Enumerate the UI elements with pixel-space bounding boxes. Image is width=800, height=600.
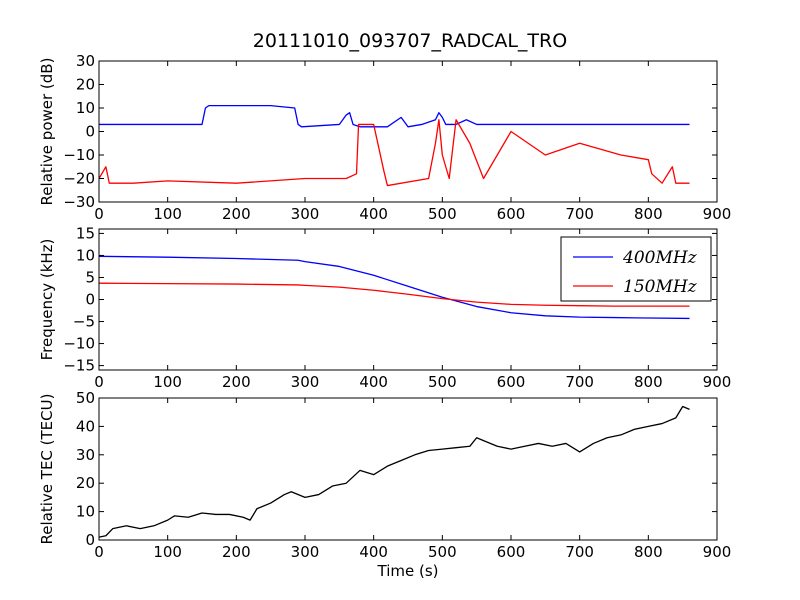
series-group: [99, 255, 690, 320]
y-tick-label: 10: [76, 503, 95, 521]
x-tick-label: 200: [222, 373, 251, 391]
x-tick-label: 300: [291, 543, 320, 561]
x-tick-label: 800: [634, 543, 663, 561]
y-tick-label: −5: [73, 313, 95, 331]
y-tick-label: −10: [63, 146, 95, 164]
y-tick-label: 0: [85, 531, 95, 549]
x-tick-label: 600: [497, 373, 526, 391]
x-tick-label: 600: [497, 205, 526, 223]
series-line-2: [99, 282, 690, 307]
x-tick-label: 600: [497, 543, 526, 561]
x-tick-label: 400: [359, 373, 388, 391]
x-tick-label: 800: [634, 373, 663, 391]
y-tick-label: 0: [85, 291, 95, 309]
x-tick-label: 0: [94, 543, 104, 561]
x-tick-label: 100: [153, 373, 182, 391]
x-tick-label: 700: [565, 543, 594, 561]
y-tick-label: −30: [63, 193, 95, 211]
series-line-1: [99, 105, 690, 128]
legend-box: [560, 236, 712, 302]
y-tick-label: 50: [76, 389, 95, 407]
x-tick-label: 700: [565, 205, 594, 223]
x-tick-label: 900: [703, 543, 732, 561]
series-line-1: [99, 255, 690, 320]
y-tick-label: −20: [63, 170, 95, 188]
series-line-1: [99, 405, 690, 538]
legend-entry: 150MHz: [623, 277, 698, 297]
x-axis-label: Time (s): [377, 562, 439, 580]
y-axis-label: Frequency (kHz): [38, 239, 56, 361]
x-tick-label: 900: [703, 205, 732, 223]
y-tick-label: −15: [63, 357, 95, 375]
axes-frame: [98, 397, 718, 541]
legend: 400MHz 150MHz: [560, 236, 712, 302]
x-tick-label: 100: [153, 543, 182, 561]
x-tick-label: 500: [428, 373, 457, 391]
x-tick-label: 900: [703, 373, 732, 391]
x-tick-label: 400: [359, 205, 388, 223]
y-axis-label: Relative power (dB): [38, 58, 56, 206]
chart-panel-3: 0 100 200 300 400 500 600 700 800 900 0 10 20 30 40 50 R…: [38, 389, 731, 580]
x-tick-label: 100: [153, 205, 182, 223]
figure-title: 20111010_093707_RADCAL_TRO: [253, 30, 567, 52]
series-group: [99, 405, 690, 538]
y-tick-label: 20: [76, 76, 95, 94]
y-tick-label: 10: [76, 246, 95, 264]
legend-entry: 400MHz: [622, 248, 698, 268]
y-tick-label: 0: [85, 123, 95, 141]
y-tick-label: 30: [76, 52, 95, 70]
chart-panel-2: 0 100 200 300 400 500 600 700 800 900 −15 −10 −5 0 5 10…: [38, 224, 731, 391]
x-tick-label: 300: [291, 205, 320, 223]
x-tick-label: 500: [428, 543, 457, 561]
y-tick-label: 20: [76, 474, 95, 492]
x-tick-label: 300: [291, 373, 320, 391]
series-group: [99, 105, 690, 187]
panels: 0 100 200 300 400 500 600 700 800 900−30−20−10010…: [38, 52, 731, 580]
chart-panel-1: 0 100 200 300 400 500 600 700 800 900 −30 −20 −10 0 10…: [38, 52, 731, 223]
y-tick-label: 10: [76, 99, 95, 117]
y-axis-label: Relative TEC (TECU): [38, 394, 56, 545]
x-tick-label: 500: [428, 205, 457, 223]
x-tick-label: 0: [94, 205, 104, 223]
y-tick-label: 40: [76, 417, 95, 435]
x-tick-label: 0: [94, 373, 104, 391]
x-tick-label: 400: [359, 543, 388, 561]
x-tick-label: 200: [222, 205, 251, 223]
x-tick-label: 200: [222, 543, 251, 561]
y-tick-label: −10: [63, 335, 95, 353]
series-line-2: [99, 119, 690, 187]
y-tick-label: 5: [85, 268, 95, 286]
x-tick-label: 800: [634, 205, 663, 223]
y-tick-label: 15: [76, 224, 95, 242]
x-tick-label: 700: [565, 373, 594, 391]
y-tick-label: 30: [76, 446, 95, 464]
